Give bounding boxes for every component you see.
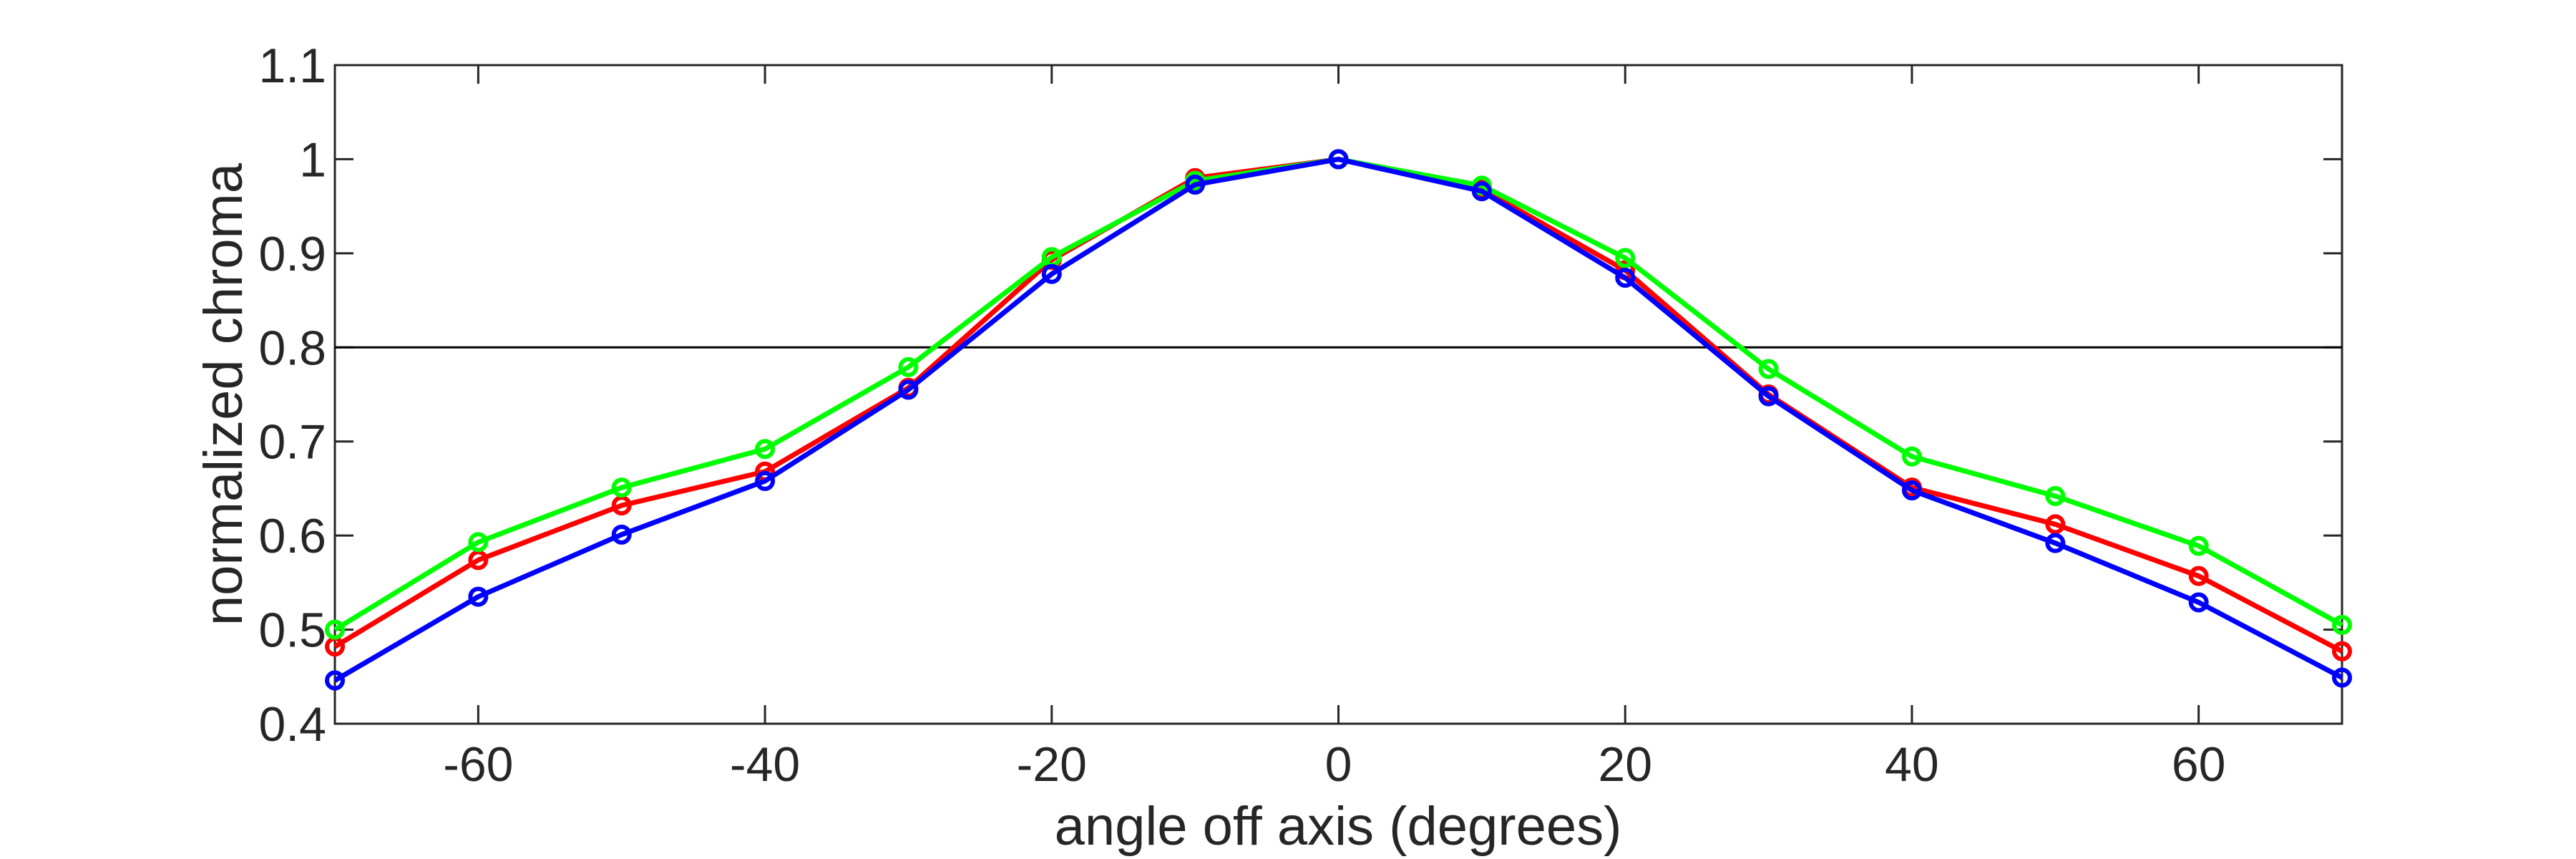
series-line	[333, 156, 2343, 683]
data-point	[2045, 514, 2066, 535]
data-point	[1615, 248, 1636, 268]
x-tick-label: 40	[1885, 737, 1939, 792]
data-point	[2188, 535, 2209, 556]
x-tick-label: -20	[1017, 737, 1087, 792]
data-point	[2188, 592, 2209, 613]
x-tick-label: -60	[443, 737, 513, 792]
data-point	[1901, 480, 1922, 501]
data-point	[1328, 149, 1349, 170]
y-axis-label: normalized chroma	[193, 162, 254, 626]
data-point	[2332, 641, 2352, 661]
data-point	[2045, 533, 2066, 553]
tick-labels: -60 -40 -20 0 20 40 60 0.4 0.5 0.6 0.7 0.8 0.9 1 1.1	[258, 39, 2225, 792]
data-point	[325, 670, 345, 691]
data-point	[755, 470, 776, 491]
y-tick-label: 1.1	[258, 39, 326, 93]
data-point	[611, 477, 632, 498]
data-point	[898, 379, 919, 400]
x-tick-label: 0	[1325, 737, 1352, 792]
x-tick-label: -40	[730, 737, 800, 792]
data-point	[755, 439, 776, 460]
plot-area	[333, 64, 2343, 725]
data-point	[611, 524, 632, 545]
data-point	[468, 586, 489, 607]
y-tick-label: 0.4	[258, 697, 326, 752]
y-tick-label: 0.7	[258, 415, 326, 470]
series-group	[325, 149, 2352, 691]
data-point	[1758, 359, 1779, 379]
data-point	[1471, 181, 1492, 202]
x-axis-label: angle off axis (degrees)	[1055, 796, 1622, 857]
y-tick-label: 0.6	[258, 509, 326, 563]
x-tick-label: 20	[1598, 737, 1652, 792]
y-tick-label: 0.9	[258, 227, 326, 281]
data-point	[1041, 263, 1062, 284]
x-tick-label: 60	[2172, 737, 2226, 792]
data-point	[325, 619, 345, 640]
data-point	[1758, 386, 1779, 407]
data-point	[2045, 485, 2066, 506]
data-point	[1185, 174, 1206, 195]
y-tick-label: 1	[299, 132, 326, 187]
data-point	[2332, 667, 2352, 688]
data-point	[898, 356, 919, 377]
data-point	[1901, 446, 1922, 467]
data-point	[2188, 566, 2209, 586]
data-point	[1615, 268, 1636, 288]
y-tick-label: 0.5	[258, 603, 326, 658]
data-point	[468, 532, 489, 553]
data-point	[2332, 615, 2352, 635]
y-tick-label: 0.8	[258, 321, 326, 375]
